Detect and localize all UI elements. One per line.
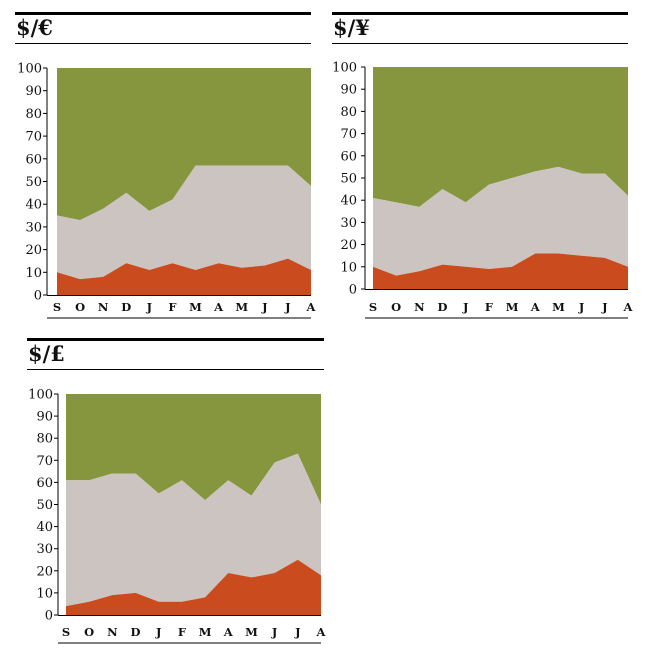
y-tick-label: 80 — [36, 432, 53, 447]
y-tick-label: 20 — [36, 564, 53, 579]
x-tick-label: N — [107, 625, 118, 639]
middle-layer-area — [57, 165, 311, 280]
x-tick-label: D — [131, 625, 141, 639]
chart-panel-usd-jpy: $/¥ 0 10 20 30 40 50 60 70 80 90 100 S O N D J F M A M J J A — [332, 12, 634, 319]
x-tick-label: J — [294, 625, 300, 639]
y-tick-label: 0 — [45, 609, 53, 624]
x-tick-label: A — [530, 300, 541, 314]
title-rule — [15, 43, 311, 44]
title-bar — [15, 12, 311, 15]
x-tick-label: F — [485, 300, 494, 314]
y-tick-label: 60 — [25, 152, 42, 167]
y-tick-label: 100 — [17, 62, 42, 77]
x-tick-label: M — [552, 300, 565, 314]
y-tick-label: 100 — [332, 61, 357, 76]
top-layer-area — [373, 67, 628, 207]
y-tick-label: 0 — [349, 283, 357, 298]
y-tick-label: 70 — [36, 454, 53, 469]
y-tick-label: 30 — [36, 542, 53, 557]
x-tick-label: S — [369, 300, 377, 314]
x-tick-label: D — [121, 300, 131, 314]
x-tick-label: A — [223, 625, 234, 639]
y-tick-label: 70 — [340, 127, 357, 142]
y-tick-label: 0 — [34, 289, 42, 304]
y-tick-label: 80 — [25, 107, 42, 122]
x-tick-label: M — [506, 300, 519, 314]
title-rule — [332, 43, 628, 44]
y-tick-label: 90 — [340, 83, 357, 98]
chart-title: $/€ — [16, 15, 53, 40]
title-bar — [332, 12, 628, 15]
y-tick-label: 40 — [25, 198, 42, 213]
chart-panel-usd-gbp: $/£ 0 10 20 30 40 50 60 70 80 90 100 S O N D J F M A M J J A — [27, 338, 327, 644]
x-tick-label: J — [271, 625, 277, 639]
y-tick-label: 10 — [36, 586, 53, 601]
chart-title: $/£ — [28, 341, 65, 366]
y-tick-label: 40 — [340, 194, 357, 209]
bottom-layer-area — [66, 559, 321, 615]
x-tick-label: O — [84, 625, 94, 639]
y-tick-label: 70 — [25, 130, 42, 145]
x-tick-label: A — [306, 300, 317, 314]
y-tick-label: 90 — [25, 84, 42, 99]
x-tick-label: A — [316, 625, 327, 639]
x-tick-label: F — [168, 300, 177, 314]
y-tick-label: 90 — [36, 410, 53, 425]
chart-title: $/¥ — [333, 15, 370, 40]
y-tick-label: 10 — [340, 260, 357, 275]
x-tick-label: F — [178, 625, 187, 639]
y-tick-label: 50 — [340, 172, 357, 187]
x-tick-label: A — [213, 300, 224, 314]
y-tick-label: 100 — [28, 388, 53, 403]
x-tick-label: J — [284, 300, 290, 314]
y-tick-label: 80 — [340, 105, 357, 120]
chart-panel-usd-eur: $/€ 0 10 20 30 40 50 60 70 80 90 100 S O N D J F M A M J J A — [0, 0, 330, 330]
x-tick-label: J — [462, 300, 468, 314]
bottom-layer-area — [57, 258, 311, 295]
middle-layer-area — [66, 453, 321, 607]
x-tick-label: M — [245, 625, 258, 639]
y-tick-label: 30 — [25, 220, 42, 235]
y-tick-label: 40 — [36, 520, 53, 535]
x-tick-label: M — [199, 625, 212, 639]
x-tick-label: M — [189, 300, 202, 314]
x-tick-label: N — [414, 300, 425, 314]
x-tick-label: S — [53, 300, 61, 314]
x-tick-label: O — [75, 300, 85, 314]
middle-layer-area — [373, 166, 628, 276]
y-tick-label: 30 — [340, 216, 357, 231]
x-tick-label: A — [623, 300, 634, 314]
y-tick-label: 50 — [25, 175, 42, 190]
title-bar — [27, 338, 324, 341]
x-tick-label: D — [438, 300, 448, 314]
top-layer-area — [57, 68, 311, 221]
x-tick-label: J — [601, 300, 607, 314]
x-tick-label: S — [62, 625, 70, 639]
x-tick-label: J — [261, 300, 267, 314]
y-tick-label: 20 — [25, 243, 42, 258]
y-tick-label: 60 — [340, 149, 357, 164]
x-tick-label: O — [391, 300, 401, 314]
x-tick-label: N — [98, 300, 109, 314]
y-tick-label: 60 — [36, 476, 53, 491]
title-rule — [27, 369, 324, 370]
y-tick-label: 10 — [25, 266, 42, 281]
x-tick-label: M — [235, 300, 248, 314]
y-tick-label: 20 — [340, 238, 357, 253]
x-tick-label: J — [155, 625, 161, 639]
x-tick-label: J — [146, 300, 152, 314]
bottom-layer-area — [373, 253, 628, 289]
x-tick-label: J — [578, 300, 584, 314]
y-tick-label: 50 — [36, 498, 53, 513]
top-layer-area — [66, 394, 321, 505]
